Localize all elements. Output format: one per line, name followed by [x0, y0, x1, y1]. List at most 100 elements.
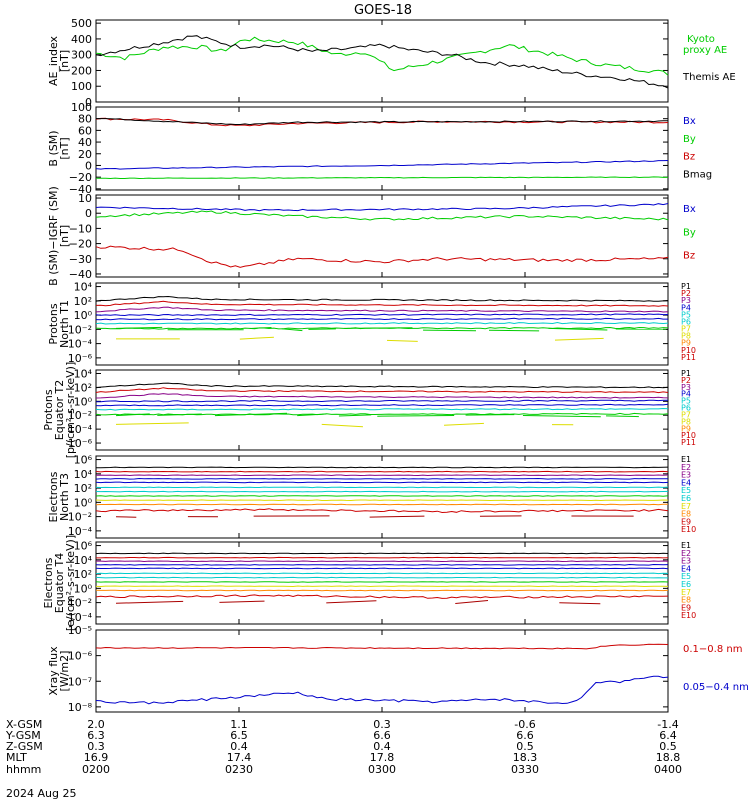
electron-channel-line — [96, 467, 668, 468]
legend-0-1-0-8-nm: 0.1−0.8 nm — [683, 644, 742, 655]
legend-themis-ae: Themis AE — [682, 72, 736, 83]
legend-p11: P11 — [681, 353, 696, 362]
electron-channel-segment — [559, 603, 600, 604]
electron-channel-line — [96, 573, 668, 574]
series-line-2 — [96, 211, 668, 220]
electron-channel-line — [96, 482, 668, 483]
legend-by: By — [683, 227, 696, 238]
legend-by: By — [683, 134, 696, 145]
y-tick-label: 10⁻⁶ — [68, 650, 93, 663]
legend-p11: P11 — [681, 438, 696, 447]
time-axis-value: 0330 — [511, 763, 539, 776]
y-tick-label: −30 — [69, 253, 92, 266]
legend-bz: Bz — [683, 251, 695, 262]
panel-3: 100−10−20−30−40B (SM)−IGRF (SM)[nT]BxByB… — [47, 186, 696, 286]
y-tick-label: 10⁻⁴ — [68, 338, 93, 351]
electron-channel-line — [96, 500, 668, 501]
proton-channel-segment — [339, 415, 371, 416]
proton-channel-line — [96, 383, 668, 388]
electron-channel-line — [96, 509, 668, 513]
series-line-3 — [96, 161, 668, 170]
proton-channel-line — [96, 314, 668, 316]
series-line-4 — [96, 177, 668, 179]
y-tick-label: 10⁰ — [74, 309, 93, 322]
electron-channel-line — [96, 504, 668, 505]
panel-frame — [96, 370, 668, 450]
time-axis-value: 0400 — [654, 763, 682, 776]
electron-channel-line — [96, 479, 668, 480]
proton-channel-segment — [322, 424, 363, 426]
y-tick-label: 10² — [74, 295, 92, 308]
panel-frame — [96, 195, 668, 277]
proton-channel-line — [96, 400, 668, 402]
electron-channel-line — [96, 565, 668, 566]
electron-channel-segment — [219, 601, 264, 602]
electron-channel-segment — [370, 516, 425, 517]
plot-title: GOES-18 — [354, 3, 412, 18]
legend-e10: E10 — [681, 525, 696, 534]
electron-channel-line — [96, 561, 668, 562]
panel-frame — [96, 456, 668, 538]
y-tick-label: 10⁴ — [74, 281, 93, 294]
electron-channel-line — [96, 475, 668, 476]
legend-bx: Bx — [683, 204, 696, 215]
proton-channel-line — [96, 394, 668, 399]
y-tick-label: 10 — [78, 192, 92, 205]
y-axis-label: [p/(cm²-s-sr-keV)] — [64, 362, 77, 459]
electron-channel-line — [96, 582, 668, 583]
y-tick-label: 10⁻⁷ — [68, 675, 92, 688]
legend-bz: Bz — [683, 152, 695, 163]
y-tick-label: 0 — [85, 207, 92, 220]
y-tick-label: 10⁻² — [68, 323, 92, 336]
time-axis-value: 0230 — [225, 763, 253, 776]
xray-short-line — [96, 676, 668, 704]
y-tick-label: 10⁴ — [74, 468, 93, 481]
electron-channel-line — [96, 496, 668, 497]
electron-channel-segment — [116, 601, 183, 603]
proton-channel-segment — [523, 416, 601, 417]
y-tick-label: 500 — [71, 17, 92, 30]
y-tick-label: 10⁶ — [74, 454, 93, 467]
y-tick-label: −20 — [69, 238, 92, 251]
series-line-1 — [96, 37, 668, 75]
electron-channel-line — [96, 487, 668, 488]
proton-channel-line — [96, 404, 668, 406]
proton-channel-segment — [444, 423, 484, 425]
y-tick-label: −40 — [69, 268, 92, 281]
y-axis-label: [e/(cm²-s-sr-keV)] — [64, 535, 77, 631]
y-tick-label: 10⁻² — [68, 511, 92, 524]
series-line-2 — [96, 119, 668, 125]
electron-channel-line — [96, 586, 668, 587]
legend-0-05-0-4-nm: 0.05−0.4 nm — [683, 682, 749, 693]
legend-bmag: Bmag — [683, 169, 712, 180]
electron-channel-line — [96, 595, 668, 599]
proton-channel-segment — [387, 340, 418, 341]
y-tick-label: 10⁻⁸ — [68, 701, 93, 714]
proton-channel-segment — [377, 416, 454, 417]
time-axis-row-label: hhmm — [6, 763, 41, 776]
proton-channel-line — [96, 388, 668, 393]
y-tick-label: −10 — [69, 222, 92, 235]
y-tick-label: 100 — [71, 80, 92, 93]
time-axis-table: X-GSMY-GSMZ-GSMMLThhmm2.06.30.316.902001… — [5, 718, 682, 776]
time-axis-value: 0200 — [82, 763, 110, 776]
y-tick-label: 300 — [71, 49, 92, 62]
legend-e10: E10 — [681, 611, 696, 620]
proton-channel-line — [96, 297, 668, 302]
proton-channel-segment — [308, 329, 335, 330]
proton-channel-segment — [344, 328, 412, 329]
series-line-3 — [96, 246, 668, 267]
electron-channel-line — [96, 471, 668, 472]
proton-channel-segment — [240, 337, 274, 339]
legend-bx: Bx — [683, 116, 696, 127]
proton-channel-segment — [116, 327, 162, 328]
y-axis-label: [W/m2] — [58, 651, 71, 692]
electron-channel-line — [96, 553, 668, 554]
y-tick-label: 10⁰ — [74, 496, 93, 509]
